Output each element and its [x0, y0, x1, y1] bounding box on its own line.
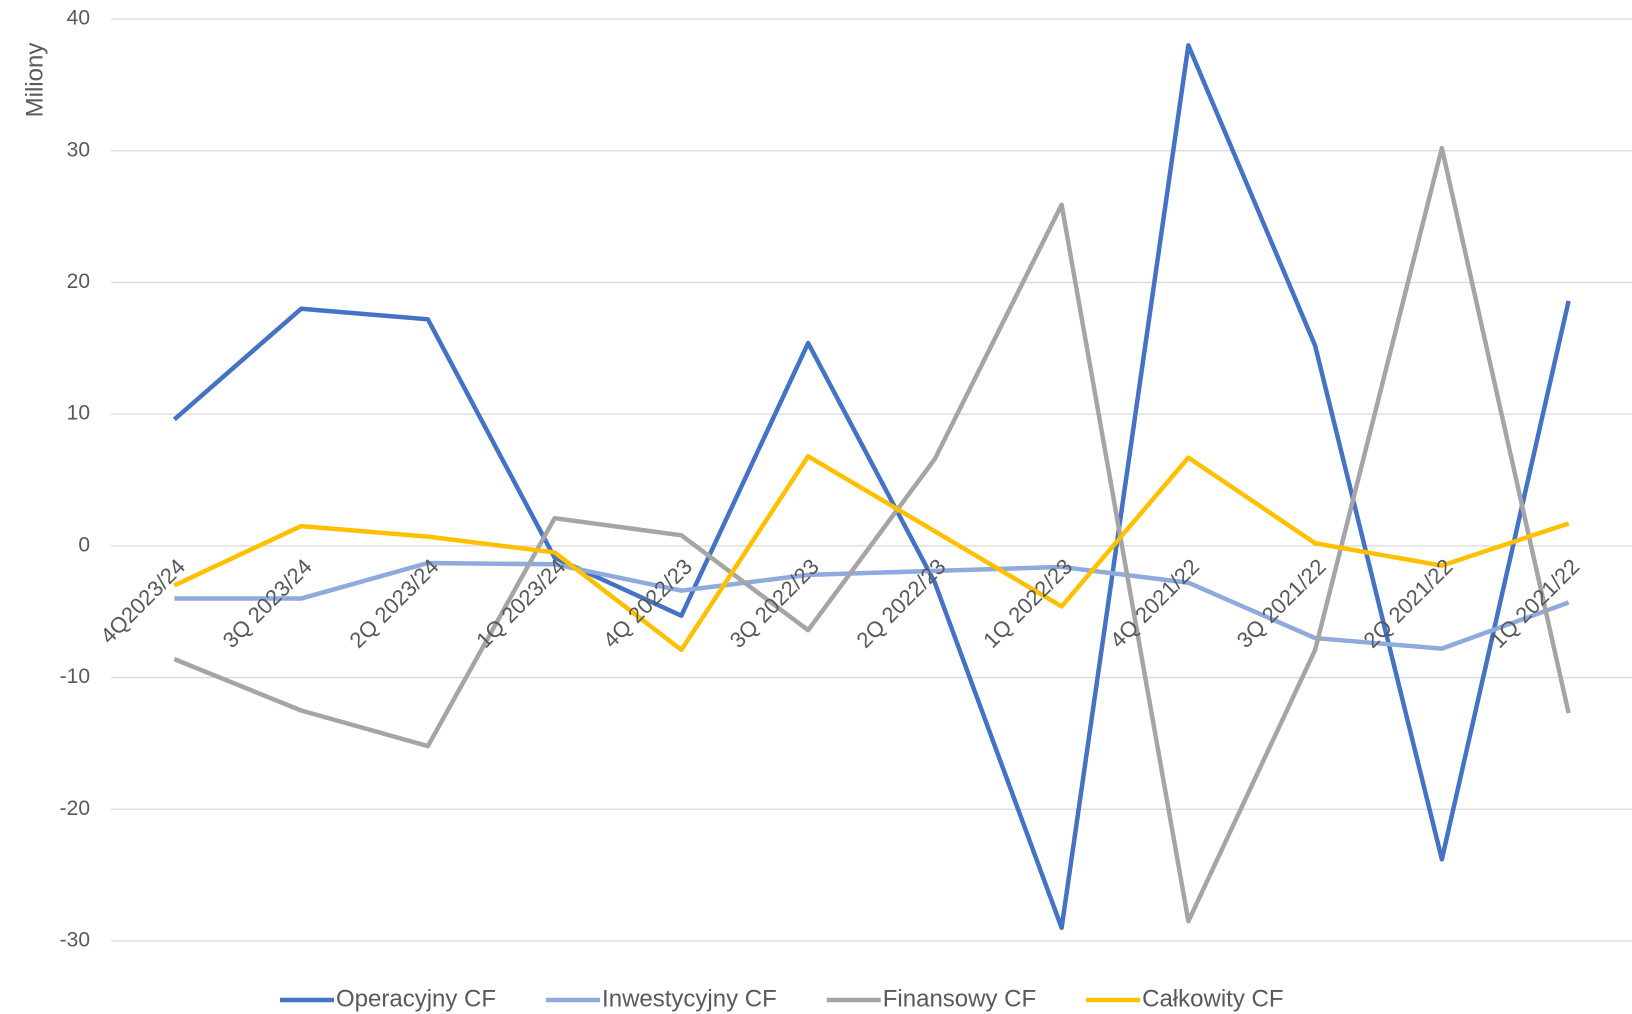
x-tick-label: 2Q 2021/22 — [1359, 554, 1458, 653]
series-line — [173, 454, 1570, 653]
y-tick-label: 30 — [67, 138, 90, 161]
y-tick-label: -10 — [60, 665, 90, 688]
y-tick-label: 10 — [67, 402, 90, 425]
legend-label: Inwestycyjny CF — [602, 985, 777, 1012]
y-tick-label: -20 — [60, 797, 90, 820]
x-tick-label: 4Q 2021/22 — [1105, 554, 1204, 653]
series-line — [172, 43, 1571, 931]
y-tick-label: 0 — [78, 533, 90, 556]
series-line — [174, 560, 1570, 651]
legend-label: Operacyjny CF — [336, 985, 496, 1012]
x-tick-label: 2Q 2023/24 — [345, 554, 444, 653]
legend-label: Całkowity CF — [1142, 985, 1283, 1012]
y-tick-label: -30 — [60, 929, 90, 952]
y-tick-label: 40 — [67, 7, 90, 30]
y-axis-label: Miliony — [21, 43, 48, 118]
y-tick-label: 20 — [67, 270, 90, 293]
x-tick-label: 4Q2023/24 — [95, 554, 190, 649]
x-tick-label: 1Q 2023/24 — [471, 554, 570, 653]
legend-label: Finansowy CF — [883, 985, 1036, 1012]
x-tick-label: 3Q 2023/24 — [218, 554, 317, 653]
x-tick-label: 4Q 2022/23 — [598, 554, 697, 653]
x-tick-label: 3Q 2022/23 — [725, 554, 824, 653]
series-line — [173, 145, 1571, 924]
x-tick-label: 2Q 2022/23 — [852, 554, 951, 653]
